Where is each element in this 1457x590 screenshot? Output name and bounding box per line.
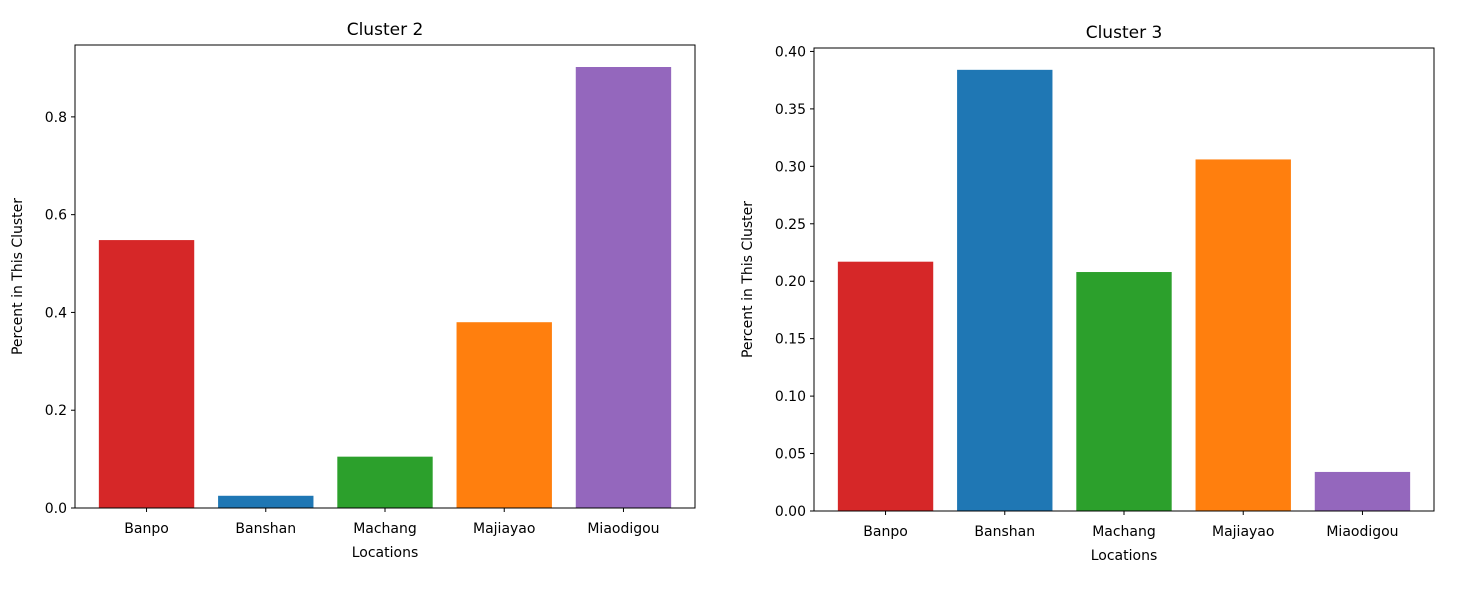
y-tick-label: 0.0 (45, 501, 67, 517)
bar-miaodigou (1314, 471, 1411, 511)
y-tick-label: 0.2 (45, 403, 67, 419)
bar-banshan (218, 495, 314, 508)
y-tick-label: 0.15 (775, 332, 806, 348)
y-tick-label: 0.8 (45, 110, 67, 126)
bar-banpo (837, 261, 934, 511)
x-tick-label: Majiayao (473, 521, 535, 537)
x-tick-label: Miaodigou (587, 521, 659, 537)
chart-2: 0.00 0.05 0.10 0.15 0.20 0.25 0.30 0.35 0.40 Banp… (740, 23, 1435, 564)
bar-banshan (957, 69, 1053, 511)
y-tick-label: 0.4 (45, 305, 67, 321)
x-tick-label: Machang (1092, 524, 1156, 540)
y-axis-label: Percent in This Cluster (740, 201, 756, 358)
x-tick-label: Majiayao (1212, 524, 1274, 540)
y-tick-label: 0.25 (775, 217, 806, 233)
y-tick-label: 0.10 (775, 389, 806, 405)
bar-majiayao (456, 322, 552, 508)
y-tick-label: 0.30 (775, 159, 806, 175)
x-tick-label: Miaodigou (1326, 524, 1398, 540)
x-tick-label: Banpo (863, 524, 908, 540)
x-tick-label: Banshan (974, 524, 1035, 540)
x-tick-label: Banpo (124, 521, 169, 537)
y-tick-label: 0.00 (775, 504, 806, 520)
y-tick-label: 0.05 (775, 447, 806, 463)
y-tick-label: 0.6 (45, 208, 67, 224)
chart-title: Cluster 3 (1086, 23, 1163, 43)
bar-majiayao (1195, 159, 1291, 511)
x-tick-label: Machang (353, 521, 417, 537)
bar-machang (1076, 272, 1172, 511)
y-tick-label: 0.20 (775, 274, 806, 290)
chart-1: 0.0 0.2 0.4 0.6 0.8 Banpo Banshan Machang Majiay… (10, 20, 696, 561)
bar-banpo (98, 240, 195, 508)
bar-machang (337, 456, 433, 508)
y-axis-label: Percent in This Cluster (10, 198, 26, 355)
x-axis-label: Locations (352, 545, 419, 561)
x-tick-label: Banshan (235, 521, 296, 537)
chart-title: Cluster 2 (347, 20, 424, 40)
y-tick-label: 0.35 (775, 102, 806, 118)
y-tick-label: 0.40 (775, 44, 806, 60)
bar-miaodigou (575, 67, 672, 508)
x-axis-label: Locations (1091, 548, 1158, 564)
